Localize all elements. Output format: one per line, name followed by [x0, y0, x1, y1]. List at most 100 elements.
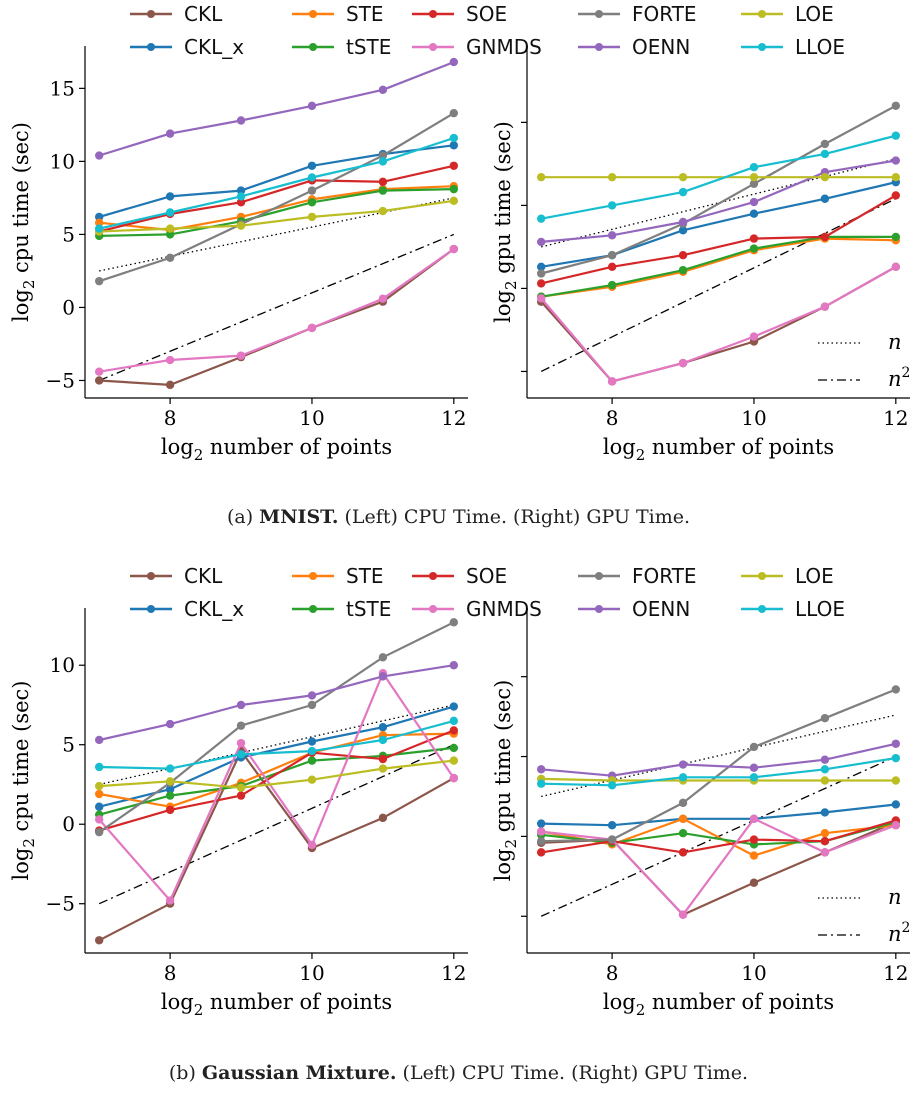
legend-marker	[147, 605, 155, 613]
data-point	[165, 805, 175, 815]
data-point	[94, 276, 104, 286]
data-point	[449, 161, 459, 170]
x-tick-label: 8	[164, 961, 177, 985]
legend-label: OENN	[632, 35, 690, 59]
x-tick-label: 12	[883, 961, 908, 985]
data-point	[449, 618, 459, 627]
data-point	[678, 217, 688, 227]
data-point	[678, 226, 688, 235]
data-point	[749, 814, 759, 824]
legend-marker	[147, 572, 155, 580]
series-line	[99, 188, 454, 237]
series-line	[541, 819, 897, 854]
data-point	[94, 802, 104, 811]
data-point	[449, 661, 459, 670]
y-axis-label: log2 cpu time (sec)	[9, 681, 38, 881]
data-point	[307, 700, 317, 710]
series-gnmds	[94, 668, 459, 905]
data-point	[236, 738, 246, 748]
series-line	[98, 746, 454, 816]
data-point	[236, 721, 246, 730]
data-point	[607, 262, 617, 272]
data-point	[820, 755, 830, 764]
series-line	[98, 749, 455, 942]
data-point	[94, 376, 104, 385]
data-point	[678, 773, 688, 782]
data-point	[749, 332, 759, 341]
series-line	[541, 237, 896, 298]
data-point	[307, 186, 317, 195]
data-point	[607, 231, 617, 240]
legend-item-oenn: OENN	[578, 597, 690, 621]
data-point	[307, 161, 317, 170]
caption-gaussian-bold: Gaussian Mixture.	[201, 1062, 397, 1084]
series-line	[98, 144, 454, 218]
data-point	[891, 685, 901, 694]
legend-label: LOE	[795, 2, 834, 26]
chart-gaussian-gpu: 8 10 12 log2 number of points log2 gpu time …	[491, 608, 910, 1019]
x-axis-label: log2 number of points	[603, 990, 834, 1019]
series-line	[99, 732, 454, 808]
data-point	[891, 821, 901, 830]
data-point	[236, 116, 246, 125]
series-forte	[536, 685, 901, 846]
legend-item-soe: SOE	[412, 2, 507, 26]
data-point	[449, 773, 459, 783]
legend-marker	[758, 572, 766, 580]
legend-marker	[429, 43, 437, 51]
data-point	[820, 149, 830, 159]
data-point	[820, 765, 830, 774]
data-point	[820, 232, 830, 242]
data-point	[236, 221, 246, 230]
series-ckl	[536, 262, 901, 386]
data-point	[94, 212, 104, 222]
data-point	[607, 172, 617, 182]
data-point	[449, 244, 459, 254]
data-point	[378, 186, 388, 195]
legend-item-tste: tSTE	[292, 35, 391, 59]
series-loe	[94, 196, 459, 236]
data-point	[378, 157, 388, 166]
data-point	[891, 131, 901, 140]
legend-item-gnmds: GNMDS	[412, 35, 542, 59]
data-point	[891, 172, 901, 182]
legend-marker	[595, 605, 603, 613]
chart-mnist-cpu: 8 10 12 −5 0 5 10 15 log2 number of points log2 c…	[9, 46, 468, 464]
series-line	[541, 688, 897, 843]
reference-legend: n n2	[818, 885, 910, 946]
data-point	[891, 101, 901, 110]
data-point	[449, 184, 459, 194]
x-tick-label: 8	[606, 961, 619, 985]
series-line	[99, 248, 455, 373]
series-line	[541, 803, 896, 827]
series-soe	[536, 191, 901, 288]
data-point	[378, 151, 388, 160]
series-tste	[94, 184, 459, 241]
series-gnmds	[536, 262, 901, 386]
legend-marker	[595, 10, 603, 18]
data-point	[820, 139, 830, 149]
data-point	[236, 351, 246, 360]
data-point	[165, 791, 175, 800]
legend-marker	[147, 10, 155, 18]
caption-mnist-prefix: (a)	[226, 506, 260, 528]
series-forte	[536, 101, 901, 278]
data-point	[820, 194, 830, 203]
caption-gaussian-prefix: (b)	[168, 1062, 202, 1084]
data-point	[378, 754, 388, 764]
series-line	[98, 705, 455, 808]
series-line	[98, 112, 455, 283]
series-gnmds	[94, 244, 459, 376]
data-point	[749, 172, 759, 182]
series-line	[98, 136, 455, 230]
series-oenn	[536, 739, 901, 780]
y-tick-label: −5	[46, 368, 75, 392]
legend-marker	[309, 605, 317, 613]
data-point	[307, 198, 317, 207]
legend-marker	[758, 43, 766, 51]
data-point	[94, 789, 104, 799]
data-point	[891, 191, 901, 200]
legend-item-oenn: OENN	[578, 35, 690, 59]
x-axis-label: log2 number of points	[603, 435, 834, 464]
data-point	[307, 323, 317, 333]
